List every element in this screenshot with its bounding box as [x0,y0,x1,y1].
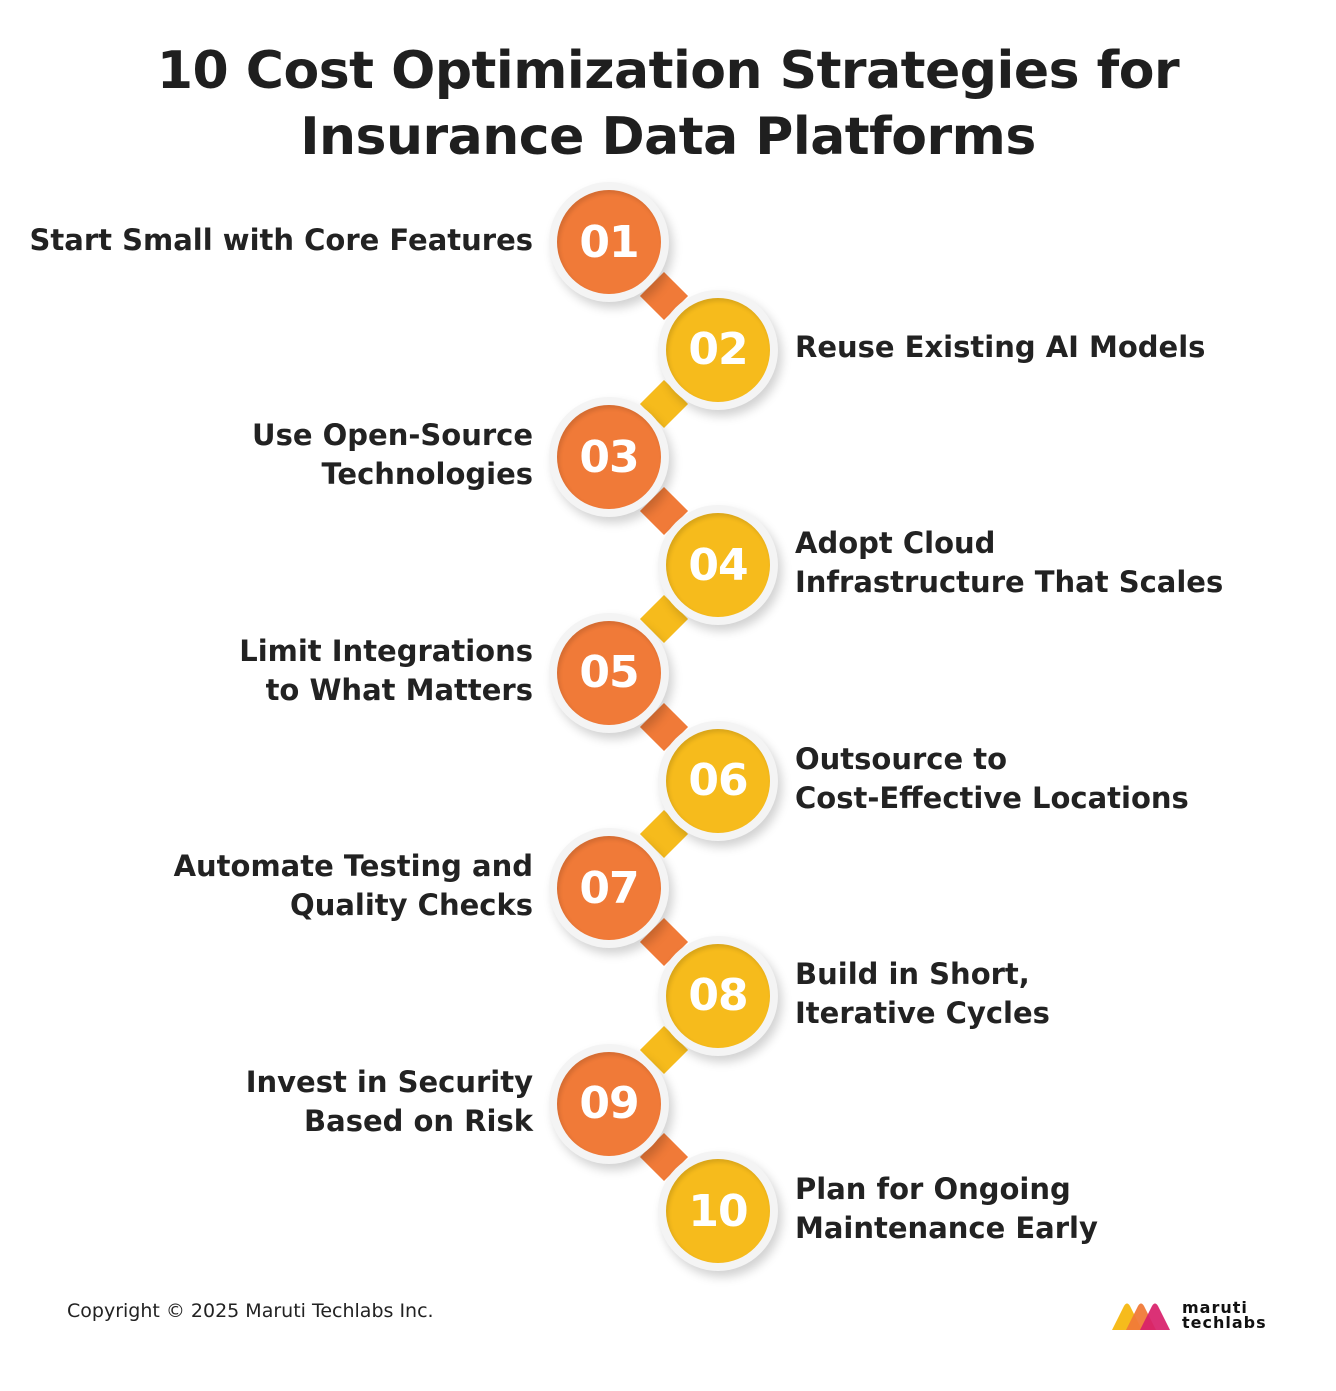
logo-mark-icon [1112,1303,1170,1330]
step-number: 03 [557,405,661,510]
step-label-line: Cost-Effective Locations [795,780,1189,815]
step-label-line: Quality Checks [290,888,533,923]
step-04-label: Adopt Cloud Infrastructure That Scales [795,524,1223,602]
step-label-line: Invest in Security [245,1064,533,1099]
step-07-badge: 07 [549,828,669,949]
logo-line-2: techlabs [1182,1313,1267,1332]
step-06-badge: 06 [658,720,778,841]
logo-line-1: maruti [1182,1298,1248,1317]
step-05-badge: 05 [549,612,669,733]
step-label-line: Reuse Existing AI Models [795,330,1206,365]
step-label-line: Maintenance Early [795,1211,1098,1246]
page-title: 10 Cost Optimization Strategies for Insu… [0,38,1336,170]
step-number: 02 [666,297,770,402]
logo-wordmark: maruti techlabs [1182,1298,1267,1332]
step-02-badge: 02 [658,289,778,410]
step-label-line: Automate Testing and [173,849,533,884]
step-label-line: to What Matters [265,672,533,707]
step-06-label: Outsource to Cost-Effective Locations [795,740,1189,818]
step-number: 09 [557,1051,661,1156]
step-label-line: Plan for Ongoing [795,1172,1071,1207]
step-label-line: Adopt Cloud [795,526,996,561]
step-label-line: Start Small with Core Features [29,222,533,257]
step-number: 07 [557,836,661,941]
step-label-line: Iterative Cycles [795,995,1050,1030]
step-03-label: Use Open-Source Technologies [252,416,533,494]
step-number: 10 [666,1159,770,1264]
step-09-badge: 09 [549,1043,669,1164]
step-02-label: Reuse Existing AI Models [795,328,1205,367]
step-08-badge: 08 [658,935,778,1056]
step-number: 01 [557,190,661,294]
step-number: 05 [557,620,661,725]
step-01-label: Start Small with Core Features [30,221,533,260]
title-line-1: 10 Cost Optimization Strategies for [156,41,1180,101]
step-10-badge: 10 [658,1151,778,1272]
title-line-2: Insurance Data Platforms [300,107,1036,167]
step-label-line: Outsource to [795,741,1008,776]
step-label-line: Infrastructure That Scales [795,565,1224,600]
step-label-line: Build in Short, [795,956,1030,991]
maruti-techlabs-logo: maruti techlabs [1110,1298,1280,1334]
step-07-label: Automate Testing and Quality Checks [174,847,533,925]
step-04-badge: 04 [658,505,778,626]
copyright-text: Copyright © 2025 Maruti Techlabs Inc. [67,1300,434,1322]
step-03-badge: 03 [549,397,669,518]
step-08-label: Build in Short, Iterative Cycles [795,955,1050,1033]
step-01-badge: 01 [549,182,669,302]
step-number: 08 [666,943,770,1048]
step-label-line: Technologies [321,457,534,492]
step-10-label: Plan for Ongoing Maintenance Early [795,1170,1098,1248]
step-label-line: Based on Risk [304,1103,533,1138]
step-number: 04 [666,513,770,618]
step-label-line: Limit Integrations [239,633,533,668]
step-number: 06 [666,728,770,833]
step-05-label: Limit Integrations to What Matters [239,632,533,710]
step-09-label: Invest in Security Based on Risk [246,1063,533,1141]
step-label-line: Use Open-Source [252,418,533,453]
